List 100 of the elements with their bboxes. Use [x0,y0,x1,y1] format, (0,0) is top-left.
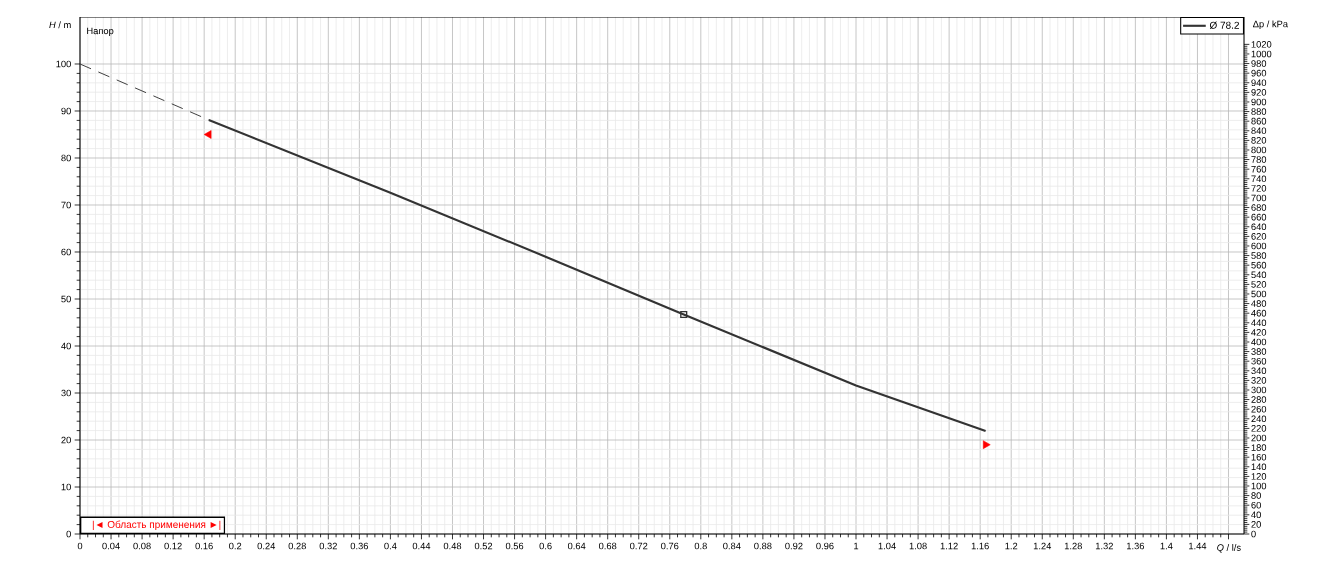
x-tick-label: 0.68 [598,542,617,550]
y2-tick-label: 860 [1251,117,1267,125]
y2-tick-label: 580 [1251,252,1267,259]
x-tick-label: 0.28 [288,542,306,550]
x-tick-label: 0 [77,542,83,550]
x-tick-label: 0.8 [694,542,707,550]
x-tick-label: 1.04 [878,542,896,550]
y2-tick-label: 300 [1251,386,1267,394]
x-tick-label: 0.6 [539,542,552,550]
y2-tick-label: 720 [1251,185,1267,192]
y2-tick-label: 280 [1251,396,1267,403]
y2-tick-label: 760 [1251,165,1267,173]
y2-tick-label: 980 [1251,60,1267,67]
x-tick-label: 0.2 [229,542,242,550]
y2-tick-label: 940 [1251,79,1267,87]
y-tick-label: 100 [56,60,71,68]
y2-tick-label: 0 [1251,530,1256,538]
legend-label: Ø 78.2 [1209,21,1239,29]
y2-tick-label: 80 [1251,492,1261,499]
y2-tick-label: 380 [1251,348,1267,355]
x-tick-label: 1.4 [1160,542,1173,550]
y2-tick-label: 480 [1251,300,1267,307]
x-tick-label: 0.16 [195,542,213,550]
y2-tick-label: 240 [1251,415,1267,423]
y2-tick-label: 340 [1251,367,1267,375]
point [983,440,991,449]
y2-tick-label: 100 [1251,482,1267,490]
y2-tick-label: 520 [1251,281,1267,288]
x-tick-label: 1.16 [971,542,989,550]
y2-tick-label: 40 [1251,511,1261,519]
x-tick-label: 0.48 [443,542,462,550]
y2-tick-label: 640 [1251,223,1267,231]
x-tick-label: 0.52 [474,542,493,550]
x-tick-label: 0.76 [661,542,679,550]
y2-tick-label: 220 [1251,425,1267,432]
y2-tick-label: 200 [1251,434,1267,442]
y-axis-title: H / m [49,21,71,29]
annotation: Напор [87,27,114,37]
y-tick-label: 70 [61,201,71,209]
x-tick-label: 1 [854,542,859,550]
y2-tick-label: 680 [1251,204,1267,211]
y2-tick-label: 600 [1251,242,1267,250]
x-tick-label: 1.24 [1033,542,1052,550]
x-tick-label: 0.08 [133,542,151,550]
y-tick-label: 50 [61,295,71,303]
y2-tick-label: 500 [1251,290,1267,298]
y2-tick-label: 820 [1251,137,1267,144]
y-tick-label: 20 [61,436,71,444]
y-tick-label: 80 [61,154,71,162]
y2-tick-label: 840 [1251,127,1267,135]
point [203,130,212,139]
y2-tick-label: 920 [1251,89,1267,96]
x-tick-label: 0.88 [754,542,772,550]
x-tick-label: 1.32 [1095,542,1113,550]
x-tick-label: 1.36 [1127,542,1145,550]
x-tick-label: 0.32 [319,542,337,550]
y-tick-label: 10 [61,483,71,491]
x-tick-label: 1.28 [1064,542,1082,550]
x-tick-label: 0.04 [102,542,120,550]
y2-tick-label: 800 [1251,146,1267,154]
y-tick-label: 30 [61,389,71,397]
y2-tick-label: 180 [1251,444,1267,451]
y-tick-label: 60 [61,248,71,256]
y2-tick-label: 320 [1251,377,1267,384]
x-tick-label: 0.92 [785,542,803,550]
x-tick-label: 1.08 [909,542,927,550]
x-tick-label: 0.44 [412,542,431,550]
y2-tick-label: 740 [1251,175,1267,183]
x-tick-label: 0.4 [384,542,397,550]
y2-tick-label: 160 [1251,453,1267,461]
y2-tick-label: 560 [1251,261,1267,269]
point [680,310,688,319]
y2-tick-label: 880 [1251,108,1267,115]
y-tick-label: 90 [61,107,71,115]
x-tick-label: 1.2 [1005,542,1018,550]
x-tick-label: 0.84 [723,542,741,550]
y2-tick-label: 60 [1251,501,1261,509]
annotation: |◄ Область применения ►| [92,520,221,531]
y2-tick-label: 900 [1251,98,1267,106]
y-tick-label: 0 [66,530,71,538]
y2-tick-label: 360 [1251,357,1267,365]
x-axis-title: Q / l/s [1217,544,1241,553]
y2-tick-label: 1020 [1251,41,1272,48]
y2-tick-label: 780 [1251,156,1267,163]
y2-tick-label: 700 [1251,194,1267,202]
y2-axis-title: Δp / kPa [1252,20,1288,30]
x-tick-label: 0.96 [816,542,834,550]
x-tick-label: 0.72 [630,542,648,550]
y2-tick-label: 960 [1251,69,1267,77]
y-tick-label: 40 [61,342,71,350]
x-tick-label: 1.44 [1189,542,1207,550]
y2-tick-label: 660 [1251,213,1267,221]
x-tick-label: 0.24 [257,542,276,550]
y2-tick-label: 140 [1251,463,1267,471]
x-tick-label: 1.12 [940,542,958,550]
x-tick-label: 0.12 [164,542,182,550]
y2-tick-label: 460 [1251,309,1267,317]
x-tick-label: 0.36 [350,542,369,550]
y2-tick-label: 440 [1251,319,1267,327]
y2-tick-label: 120 [1251,473,1267,480]
